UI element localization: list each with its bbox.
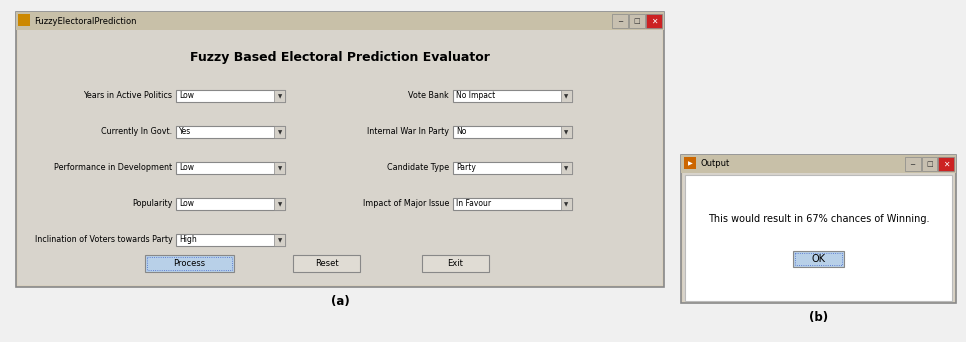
FancyBboxPatch shape [274, 234, 285, 246]
FancyBboxPatch shape [16, 12, 664, 30]
FancyBboxPatch shape [145, 255, 234, 272]
FancyBboxPatch shape [681, 155, 956, 173]
Text: No Impact: No Impact [456, 92, 496, 101]
Text: Party: Party [456, 163, 476, 172]
Text: ▼: ▼ [277, 166, 282, 171]
Text: (b): (b) [810, 312, 828, 325]
Text: Internal War In Party: Internal War In Party [367, 128, 449, 136]
Text: □: □ [634, 18, 640, 24]
FancyBboxPatch shape [905, 157, 921, 171]
Text: ▼: ▼ [564, 166, 568, 171]
FancyBboxPatch shape [683, 173, 954, 301]
Text: ▼: ▼ [564, 94, 568, 99]
Text: ─: ─ [618, 19, 622, 25]
Text: ▼: ▼ [277, 202, 282, 207]
FancyBboxPatch shape [646, 14, 662, 28]
FancyBboxPatch shape [681, 155, 956, 303]
FancyBboxPatch shape [561, 126, 572, 138]
Text: ▼: ▼ [277, 94, 282, 99]
Text: □: □ [926, 161, 933, 167]
Text: ▼: ▼ [277, 130, 282, 135]
FancyBboxPatch shape [274, 198, 285, 210]
FancyBboxPatch shape [421, 255, 489, 272]
Text: ✕: ✕ [650, 16, 657, 26]
Text: Low: Low [180, 163, 194, 172]
Text: ─: ─ [911, 162, 915, 168]
Text: Popularity: Popularity [132, 199, 173, 209]
Text: ▶: ▶ [688, 161, 693, 166]
Text: OK: OK [811, 254, 826, 264]
FancyBboxPatch shape [177, 90, 285, 102]
Text: High: High [180, 236, 197, 245]
Text: ▼: ▼ [277, 238, 282, 243]
FancyBboxPatch shape [629, 14, 645, 28]
Text: Fuzzy Based Electoral Prediction Evaluator: Fuzzy Based Electoral Prediction Evaluat… [190, 52, 490, 65]
Text: Performance in Development: Performance in Development [54, 163, 173, 172]
FancyBboxPatch shape [274, 162, 285, 174]
Text: FuzzyElectoralPrediction: FuzzyElectoralPrediction [34, 16, 136, 26]
FancyBboxPatch shape [177, 126, 285, 138]
FancyBboxPatch shape [938, 157, 954, 171]
Text: This would result in 67% chances of Winning.: This would result in 67% chances of Winn… [708, 214, 929, 224]
FancyBboxPatch shape [453, 198, 572, 210]
FancyBboxPatch shape [684, 157, 696, 169]
Text: Impact of Major Issue: Impact of Major Issue [363, 199, 449, 209]
Text: Yes: Yes [180, 128, 191, 136]
Text: Inclination of Voters towards Party: Inclination of Voters towards Party [35, 236, 173, 245]
Text: (a): (a) [330, 295, 350, 308]
FancyBboxPatch shape [561, 90, 572, 102]
FancyBboxPatch shape [274, 126, 285, 138]
FancyBboxPatch shape [293, 255, 360, 272]
Text: Low: Low [180, 199, 194, 209]
FancyBboxPatch shape [177, 198, 285, 210]
Text: In Favour: In Favour [456, 199, 492, 209]
FancyBboxPatch shape [18, 14, 30, 26]
Text: Reset: Reset [315, 259, 338, 268]
Text: Low: Low [180, 92, 194, 101]
Text: Output: Output [700, 159, 729, 169]
Text: ▼: ▼ [564, 130, 568, 135]
FancyBboxPatch shape [561, 162, 572, 174]
FancyBboxPatch shape [177, 234, 285, 246]
Text: Process: Process [173, 259, 206, 268]
FancyBboxPatch shape [274, 90, 285, 102]
FancyBboxPatch shape [612, 14, 628, 28]
Text: ▼: ▼ [564, 202, 568, 207]
FancyBboxPatch shape [793, 251, 844, 267]
Text: Currently In Govt.: Currently In Govt. [101, 128, 173, 136]
Text: No: No [456, 128, 467, 136]
FancyBboxPatch shape [685, 175, 952, 301]
Text: ✕: ✕ [943, 159, 950, 169]
FancyBboxPatch shape [453, 162, 572, 174]
FancyBboxPatch shape [177, 162, 285, 174]
FancyBboxPatch shape [453, 90, 572, 102]
FancyBboxPatch shape [561, 198, 572, 210]
FancyBboxPatch shape [922, 157, 937, 171]
FancyBboxPatch shape [18, 30, 662, 285]
FancyBboxPatch shape [453, 126, 572, 138]
Text: Candidate Type: Candidate Type [387, 163, 449, 172]
Text: Exit: Exit [447, 259, 463, 268]
Text: Years in Active Politics: Years in Active Politics [83, 92, 173, 101]
FancyBboxPatch shape [16, 12, 664, 287]
Text: Vote Bank: Vote Bank [409, 92, 449, 101]
